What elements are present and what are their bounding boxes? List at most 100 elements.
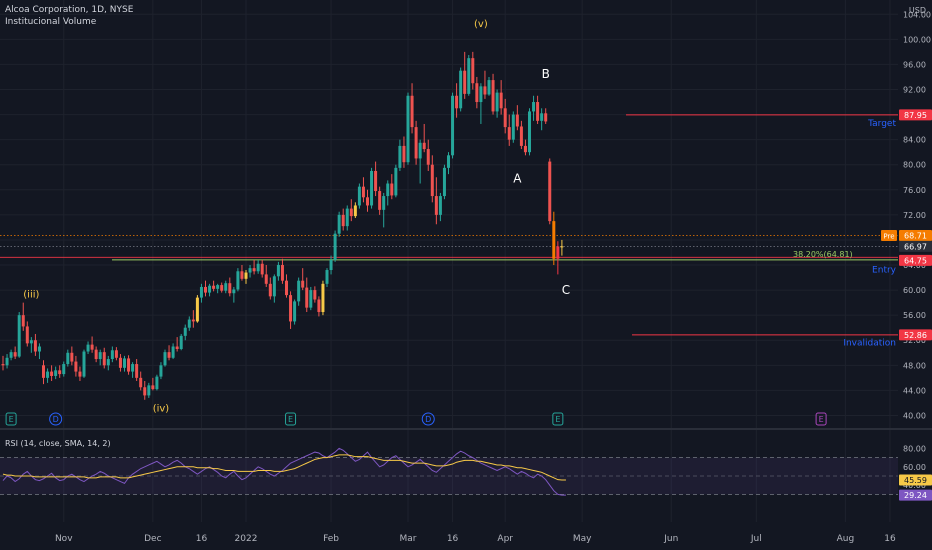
candle-body [78,371,82,377]
candle-body [560,246,564,248]
wave-label-c: C [562,283,570,297]
candle-body [289,295,293,322]
candle-body [503,108,507,128]
entry-label: Entry [872,266,897,276]
candle-body [438,196,442,215]
rsi-tick-label: 40.00 [903,481,926,490]
candle-body [382,196,386,210]
candle-body [204,286,207,293]
candle-body [532,102,536,112]
candle-body [106,359,110,366]
indicator-legend[interactable]: Institucional Volume [5,17,97,27]
candle-body [9,352,13,358]
candle-body [528,111,531,153]
wave-label-a: A [513,171,522,185]
price-tag: 68.71 [904,231,927,240]
earnings-marker [815,412,827,426]
candle-body [313,290,317,300]
candle-body [264,274,268,284]
candle-body [378,191,382,210]
price-tags: 68.71 Pre 66.97 64.75 87.95 52.86 45.59 29.24 [881,109,932,501]
rsi-pane [0,447,898,496]
target-label: Target [867,119,896,129]
price-tick-label: 100.00 [903,35,931,44]
candle-body [511,114,515,140]
rsi-tick-label: 60.00 [903,463,926,472]
candle-body [159,365,163,377]
candle-body [434,196,438,215]
candle-body [54,370,58,376]
price-tick-label: 84.00 [903,136,926,145]
candle-body [29,340,33,344]
candle-body [252,268,256,272]
earnings-marker [5,412,17,426]
candle-body [329,260,333,271]
time-tick-label: Apr [497,534,513,544]
price-tick-label: 40.00 [903,411,926,420]
candle-body [199,286,203,298]
candle-body [366,197,369,206]
candle-body [507,127,511,140]
candle-body [386,183,390,197]
candle-body [216,285,220,289]
time-tick-label: Aug [837,534,855,544]
candle-body [58,370,62,375]
candle-body [540,113,544,121]
rsi-legend[interactable]: RSI (14, close, SMA, 14, 2) [5,439,111,448]
time-axis[interactable]: Nov Dec 16 2022 Feb Mar 16 Apr May Jun Jul Aug 16 [55,534,896,544]
candle-body [398,145,402,168]
candle-body [467,58,471,94]
candle-body [552,221,556,259]
candle-body [90,344,94,350]
candle-body [422,142,426,150]
candle-body [86,344,90,352]
candle-body [147,385,151,396]
price-tick-label: 80.00 [903,161,926,170]
candle-body [21,315,25,327]
price-tick-label: 44.00 [903,386,926,395]
candle-body [390,183,394,196]
time-tick-label: Jun [663,534,678,544]
candle-body [151,385,155,390]
candlesticks [1,51,564,400]
dividend-marker [421,412,435,426]
candle-body [495,92,499,112]
candle-body [499,92,503,109]
candle-body [268,283,272,297]
rsi-tag: 29.24 [904,491,927,500]
price-tag-box [899,254,932,266]
rsi-tag-box [899,489,932,501]
event-marker-letter: D [53,415,59,424]
candle-body [114,350,118,358]
candle-body [402,145,406,163]
price-tag-box [899,109,932,121]
price-tick-label: 76.00 [903,186,926,195]
price-tag-box [899,329,932,341]
candle-body [94,349,98,360]
candle-body [370,170,374,206]
candle-body [556,246,560,259]
candle-body [479,86,483,103]
fib-label: 38.20%(64.81) [793,250,853,259]
candle-body [285,280,288,296]
candle-body [442,167,446,197]
candle-body [167,352,171,358]
time-tick-label: Mar [400,534,417,544]
candle-body [232,289,236,294]
event-marker-letter: E [288,415,293,424]
candle-body [345,208,349,227]
time-tick-label: Nov [55,534,73,544]
candle-body [183,327,187,336]
symbol-legend[interactable]: Alcoa Corporation, 1D, NYSE [5,5,134,15]
time-tick-label: 16 [447,534,459,544]
price-tick-label: 60.00 [903,286,926,295]
candle-body [33,340,37,352]
event-marker-letter: D [425,415,431,424]
candle-body [418,142,422,159]
candle-body [224,283,228,291]
gridlines [0,0,898,522]
price-tick-label: 92.00 [903,85,926,94]
candle-body [301,280,305,288]
